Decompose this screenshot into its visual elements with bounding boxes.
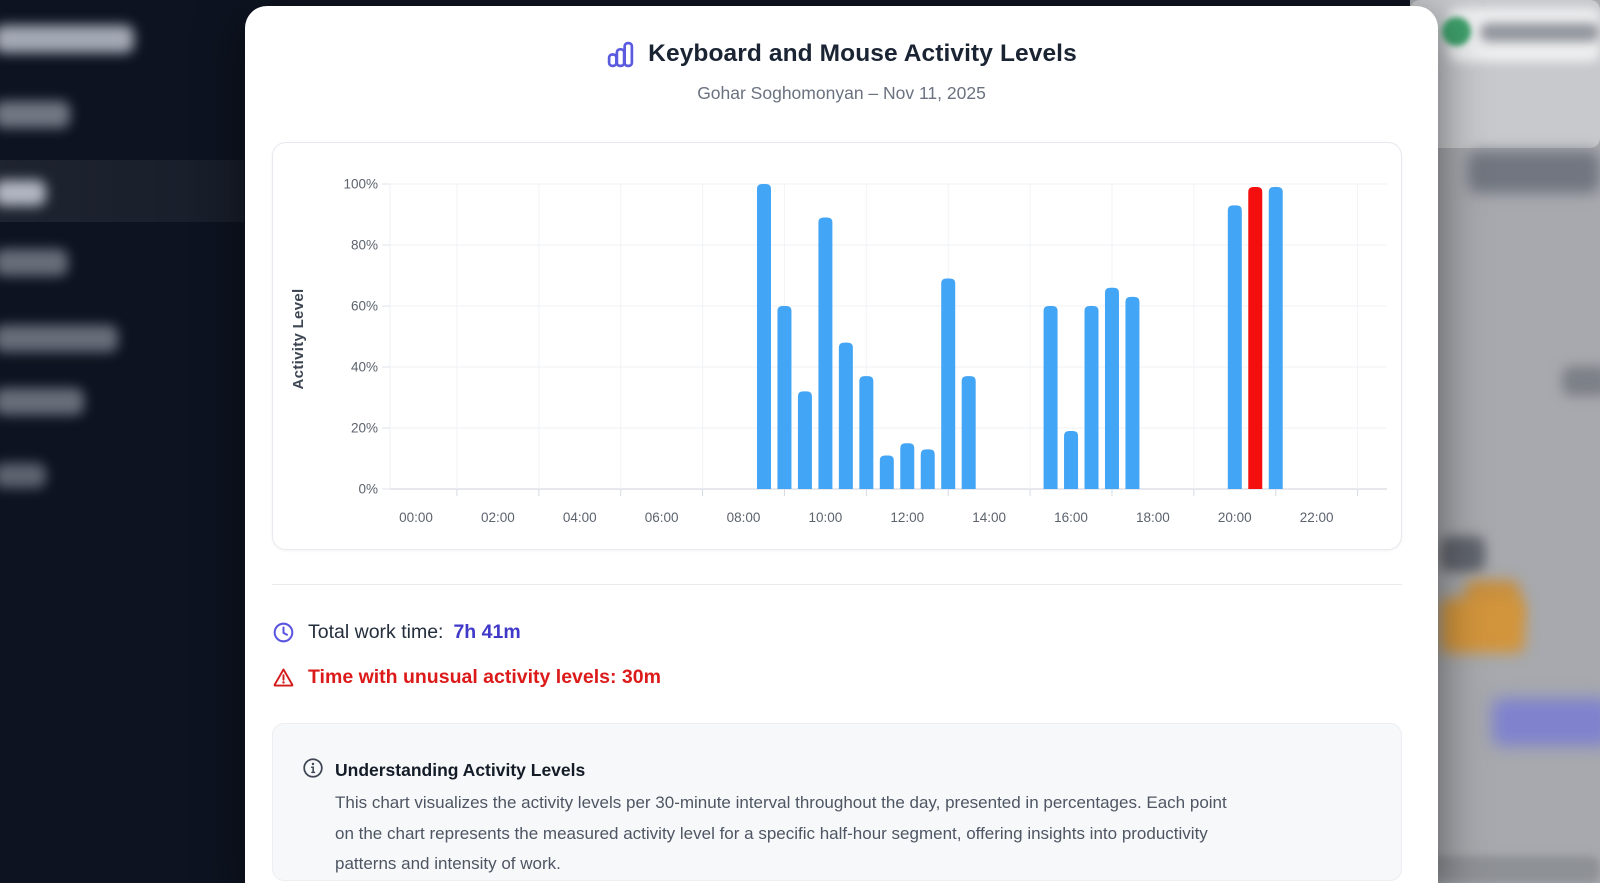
x-tick-label: 20:00 — [1218, 510, 1252, 525]
modal-title: Keyboard and Mouse Activity Levels — [648, 40, 1077, 67]
sidebar-nav-item-blurred[interactable] — [0, 101, 70, 128]
activity-bar-13:30[interactable] — [961, 376, 976, 489]
unusual-activity-bar-20:30[interactable] — [1248, 187, 1263, 490]
x-tick-label: 04:00 — [563, 510, 597, 525]
activity-bar-08:30[interactable] — [756, 184, 771, 489]
sidebar-active-label-blurred — [0, 180, 46, 206]
info-title: Understanding Activity Levels — [335, 760, 586, 780]
info-body: This chart visualizes the activity level… — [335, 793, 1227, 873]
sidebar-nav-item-blurred[interactable] — [0, 388, 84, 415]
activity-bar-12:30[interactable] — [920, 449, 935, 489]
x-tick-label: 22:00 — [1300, 510, 1334, 525]
background-bottom-band — [1410, 856, 1600, 883]
background-orange-shape — [1440, 598, 1525, 653]
sidebar-nav-item-blurred[interactable] — [0, 325, 118, 352]
background-text-blurred — [1562, 366, 1600, 396]
activity-bar-12:00[interactable] — [900, 443, 915, 489]
x-tick-label: 16:00 — [1054, 510, 1088, 525]
activity-bar-09:30[interactable] — [797, 391, 812, 489]
y-tick-label: 100% — [343, 177, 378, 192]
x-tick-label: 06:00 — [645, 510, 679, 525]
background-app-content — [1410, 0, 1600, 883]
work-time-label: Total work time: — [308, 620, 444, 643]
unusual-activity-text: Time with unusual activity levels: 30m — [308, 665, 661, 688]
activity-bar-10:30[interactable] — [838, 342, 853, 489]
activity-bar-13:00[interactable] — [941, 278, 956, 489]
section-divider — [272, 584, 1402, 585]
x-tick-label: 00:00 — [399, 510, 433, 525]
x-tick-label: 08:00 — [727, 510, 761, 525]
info-box: Understanding Activity Levels This chart… — [272, 723, 1402, 881]
activity-bar-17:30[interactable] — [1125, 296, 1140, 489]
sidebar-nav-item-blurred[interactable] — [0, 249, 68, 276]
x-tick-label: 14:00 — [972, 510, 1006, 525]
activity-bar-10:00[interactable] — [818, 217, 833, 490]
activity-bar-17:00[interactable] — [1104, 287, 1119, 489]
activity-bar-16:00[interactable] — [1064, 431, 1079, 489]
background-text-blurred — [1480, 23, 1600, 42]
y-axis-title: Activity Level — [290, 289, 307, 390]
x-tick-label: 12:00 — [890, 510, 924, 525]
activity-bar-15:30[interactable] — [1043, 306, 1058, 489]
y-tick-label: 80% — [351, 238, 378, 253]
activity-chart-card: 0% 20% 40% 60% 80% 100% 00:00 02:00 04:00 06:00 08… — [272, 142, 1402, 550]
activity-bar-chart[interactable]: 0% 20% 40% 60% 80% 100% 00:00 02:00 04:00 06:00 08… — [273, 143, 1402, 550]
unusual-activity-row: Time with unusual activity levels: 30m — [272, 663, 661, 691]
bar-chart-icon — [606, 40, 635, 69]
activity-report-modal: Keyboard and Mouse Activity Levels Gohar… — [245, 6, 1438, 883]
x-tick-label: 18:00 — [1136, 510, 1170, 525]
y-tick-label: 20% — [351, 421, 378, 436]
activity-bar-11:00[interactable] — [859, 376, 874, 489]
x-tick-label: 02:00 — [481, 510, 515, 525]
background-heading-blurred — [1468, 151, 1600, 193]
modal-header: Keyboard and Mouse Activity Levels — [245, 38, 1438, 70]
background-text-blurred — [1440, 536, 1485, 572]
x-tick-label: 10:00 — [809, 510, 843, 525]
total-work-time-row: Total work time: 7h 41m — [272, 618, 521, 646]
sidebar-nav-item-blurred[interactable] — [0, 463, 46, 488]
background-avatar-green — [1442, 17, 1471, 46]
activity-bar-21:00[interactable] — [1268, 187, 1283, 490]
modal-subtitle: Gohar Soghomonyan – Nov 11, 2025 — [697, 82, 986, 103]
sidebar — [0, 0, 244, 883]
activity-bar-11:30[interactable] — [879, 455, 894, 489]
y-tick-label: 0% — [358, 482, 378, 497]
y-tick-label: 40% — [351, 360, 378, 375]
work-time-value: 7h 41m — [453, 620, 521, 643]
info-icon — [302, 757, 324, 779]
y-tick-label: 60% — [351, 299, 378, 314]
background-indigo-text-blurred — [1492, 698, 1600, 746]
activity-bar-09:00[interactable] — [777, 306, 792, 489]
activity-bar-16:30[interactable] — [1084, 306, 1099, 489]
activity-bar-20:00[interactable] — [1227, 205, 1242, 489]
sidebar-brand-blurred — [0, 25, 134, 53]
clock-icon — [272, 621, 295, 644]
warning-triangle-icon — [272, 666, 295, 689]
